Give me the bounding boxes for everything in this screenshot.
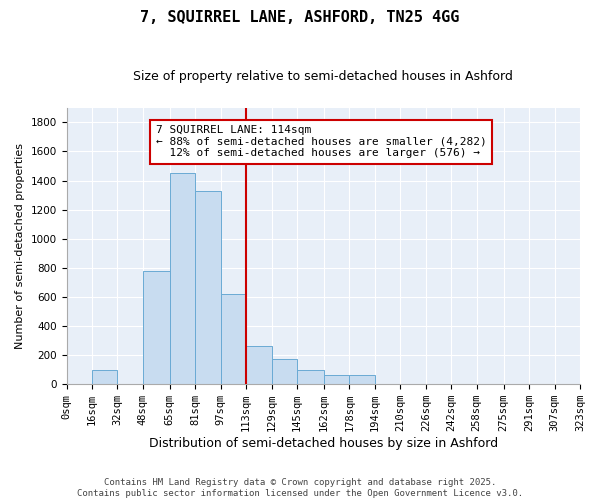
Bar bbox=[272, 360, 297, 384]
Bar bbox=[170, 174, 195, 384]
Text: 7, SQUIRREL LANE, ASHFORD, TN25 4GG: 7, SQUIRREL LANE, ASHFORD, TN25 4GG bbox=[140, 10, 460, 25]
X-axis label: Distribution of semi-detached houses by size in Ashford: Distribution of semi-detached houses by … bbox=[149, 437, 498, 450]
Bar bbox=[324, 376, 349, 384]
Bar bbox=[195, 190, 221, 384]
Bar bbox=[92, 370, 118, 384]
Bar bbox=[221, 294, 246, 384]
Bar bbox=[143, 272, 170, 384]
Bar bbox=[246, 346, 272, 384]
Bar bbox=[349, 375, 375, 384]
Title: Size of property relative to semi-detached houses in Ashford: Size of property relative to semi-detach… bbox=[133, 70, 513, 83]
Text: 7 SQUIRREL LANE: 114sqm
← 88% of semi-detached houses are smaller (4,282)
  12% : 7 SQUIRREL LANE: 114sqm ← 88% of semi-de… bbox=[155, 125, 487, 158]
Bar bbox=[297, 370, 324, 384]
Y-axis label: Number of semi-detached properties: Number of semi-detached properties bbox=[15, 143, 25, 349]
Text: Contains HM Land Registry data © Crown copyright and database right 2025.
Contai: Contains HM Land Registry data © Crown c… bbox=[77, 478, 523, 498]
